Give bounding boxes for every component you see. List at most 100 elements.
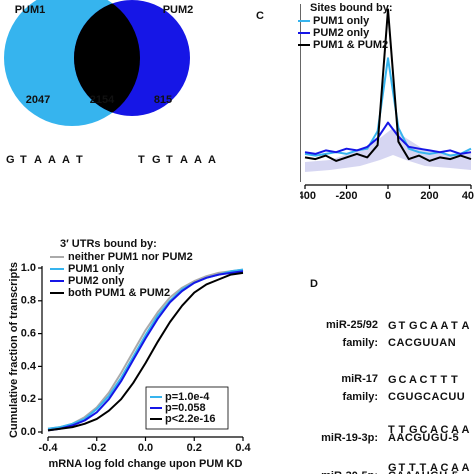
- chart: -0.4 -0.2 0.0 0.2 0.4 0.0 0.2 0.4 0.6 0.8 1.0 mRNA …: [8, 262, 252, 470]
- venn-count: 2154: [90, 94, 115, 106]
- legend-label: PUM1 only: [68, 263, 125, 275]
- logo-letter: T: [420, 462, 427, 474]
- logo-letter: A: [451, 462, 459, 474]
- x-tick-label: 0: [385, 190, 391, 202]
- logo-letter: C: [441, 424, 449, 436]
- mirna-name: miR-30-5p:: [321, 470, 378, 474]
- legend-label: PUM1 & PUM2: [313, 39, 388, 51]
- logo-letter: T: [451, 374, 458, 386]
- venn-overlap: [74, 0, 140, 116]
- x-tick-label: -400: [294, 190, 316, 202]
- logo-letter: G: [6, 154, 15, 166]
- logo-letter: G: [388, 320, 397, 332]
- logo-letter: A: [430, 462, 438, 474]
- logo-letter: G: [409, 424, 418, 436]
- logo-letter: A: [34, 154, 42, 166]
- venn-label: PUM2: [163, 4, 194, 16]
- logo-letter: T: [430, 374, 437, 386]
- logo-letter: A: [409, 374, 417, 386]
- y-tick-label: 0.8: [21, 295, 36, 307]
- seed-sequence: CACGUUAN: [388, 337, 456, 349]
- logo-letter: G: [152, 154, 161, 166]
- logo-letter: A: [462, 424, 470, 436]
- legend-title: 3′ UTRs bound by:: [60, 238, 157, 250]
- logo-letter: T: [76, 154, 83, 166]
- logo-letter: T: [451, 320, 458, 332]
- x-tick-label: -200: [335, 190, 357, 202]
- legend-label: both PUM1 & PUM2: [68, 287, 170, 299]
- mirna-name: miR-17: [341, 373, 378, 385]
- logo-letter: C: [420, 320, 428, 332]
- venn-count: 2047: [26, 94, 50, 106]
- venn-count: 815: [154, 94, 172, 106]
- logo-letter: T: [399, 462, 406, 474]
- mirna-name: family:: [343, 391, 378, 403]
- x-tick-label: 0.2: [187, 442, 202, 454]
- chart: -400 -200 0 200 400 Distance to PUM site cent…: [281, 4, 474, 218]
- legend-label: PUM2 only: [313, 27, 370, 39]
- logo-letter: T: [399, 320, 406, 332]
- logo-letter: A: [451, 424, 459, 436]
- logo-letter: A: [430, 320, 438, 332]
- data-line: [47, 270, 244, 432]
- x-axis-label: Distance to PUM site center: [322, 206, 468, 218]
- logo-letter: T: [138, 154, 145, 166]
- confidence-band: [305, 128, 471, 172]
- panel-label: C: [256, 10, 264, 22]
- data-line: [47, 268, 244, 430]
- logo-letter: A: [194, 154, 202, 166]
- logo-letter: A: [48, 154, 56, 166]
- legend-label: PUM1 only: [313, 15, 370, 27]
- logo-letter: T: [399, 424, 406, 436]
- x-tick-label: 400: [462, 190, 474, 202]
- x-axis-label: mRNA log fold change upon PUM KD: [49, 458, 243, 470]
- logo-letter: C: [420, 374, 428, 386]
- y-tick-label: 1.0: [21, 262, 36, 274]
- x-tick-label: 0.0: [138, 442, 153, 454]
- mirna-name: family:: [343, 337, 378, 349]
- logo-letter: A: [462, 320, 470, 332]
- y-axis-label: Density of UGUAnAUA motifs: [281, 16, 293, 171]
- logo-letter: A: [208, 154, 216, 166]
- logo-letter: A: [62, 154, 70, 166]
- logo-letter: C: [441, 462, 449, 474]
- x-tick-label: 0.4: [235, 442, 251, 454]
- legend-label: neither PUM1 nor PUM2: [68, 251, 193, 263]
- x-tick-label: 200: [420, 190, 438, 202]
- logo-letter: T: [166, 154, 173, 166]
- logo-letter: A: [430, 424, 438, 436]
- y-axis-label: Cumulative fraction of transcripts: [8, 262, 20, 438]
- annotation: p=1.0e-4: [165, 391, 210, 403]
- y-tick-label: 0.2: [21, 393, 36, 405]
- seed-sequence: AACGUGU-5: [388, 432, 459, 444]
- data-line: [304, 8, 472, 162]
- y-tick-label: 0.0: [21, 426, 36, 438]
- data-line: [47, 271, 244, 432]
- data-line: [304, 121, 472, 155]
- seed-sequence: CGUGCACUU: [388, 391, 465, 403]
- logo-letter: T: [409, 462, 416, 474]
- venn-label: PUM1: [15, 4, 46, 16]
- logo-letter: C: [420, 424, 428, 436]
- logo-letter: C: [399, 374, 407, 386]
- mirna-name: miR-19-3p:: [321, 432, 378, 444]
- legend-label: PUM2 only: [68, 275, 125, 287]
- logo-letter: G: [388, 462, 397, 474]
- seed-sequence: CAAAUGU-5: [388, 470, 459, 474]
- legend-title: Sites bound by:: [310, 2, 393, 14]
- y-tick-label: 0.6: [21, 328, 36, 340]
- logo-letter: T: [441, 374, 448, 386]
- logo-letter: T: [388, 424, 395, 436]
- mirna-name: miR-25/92: [326, 319, 378, 331]
- logo-letter: A: [462, 462, 470, 474]
- x-tick-label: -0.4: [39, 442, 59, 454]
- data-line: [304, 57, 472, 157]
- annotation: p<2.2e-16: [165, 413, 215, 425]
- y-tick-label: 0.4: [21, 360, 37, 372]
- annotation: p=0.058: [165, 402, 206, 414]
- logo-letter: A: [441, 320, 449, 332]
- logo-letter: G: [409, 320, 418, 332]
- panel-label: D: [310, 278, 318, 290]
